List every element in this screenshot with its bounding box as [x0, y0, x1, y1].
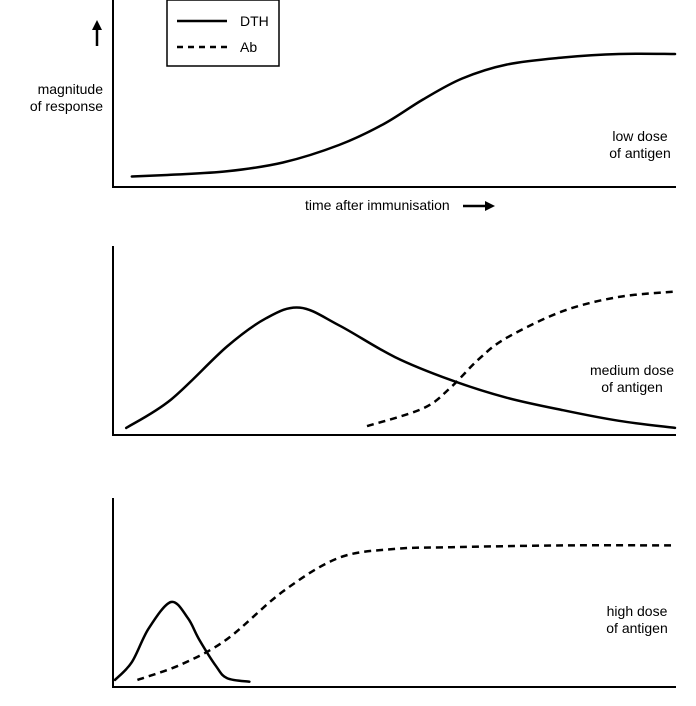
x-axis-arrow [463, 201, 495, 211]
dth-series-line [130, 52, 677, 178]
y-axis-label-line2: of response [30, 98, 103, 114]
ab-series-line [366, 290, 676, 428]
ab-series-line [136, 544, 676, 682]
legend-box [166, 0, 280, 67]
panel-low-dose: low dose of antigen [112, 0, 677, 188]
panel-label-line1: low dose [612, 128, 667, 144]
panel-label-line1: high dose [607, 603, 668, 619]
y-axis-arrow [92, 20, 102, 46]
panel-label-line1: medium dose [590, 362, 674, 378]
dth-series-line [113, 600, 251, 683]
panel-label-line2: of antigen [606, 620, 668, 636]
panel-high-dose: high dose of antigen [112, 498, 676, 688]
y-axis-label-line1: magnitude [38, 81, 104, 97]
panel-label-line2: of antigen [609, 145, 671, 161]
x-axis-label: time after immunisation [305, 197, 450, 213]
dth-series-line [124, 306, 677, 430]
panel-medium-dose: medium dose of antigen [112, 246, 677, 436]
legend-label-dth: DTH [240, 13, 269, 29]
legend: DTH Ab [166, 0, 280, 67]
legend-label-ab: Ab [240, 39, 257, 55]
panel-label-line2: of antigen [601, 379, 663, 395]
